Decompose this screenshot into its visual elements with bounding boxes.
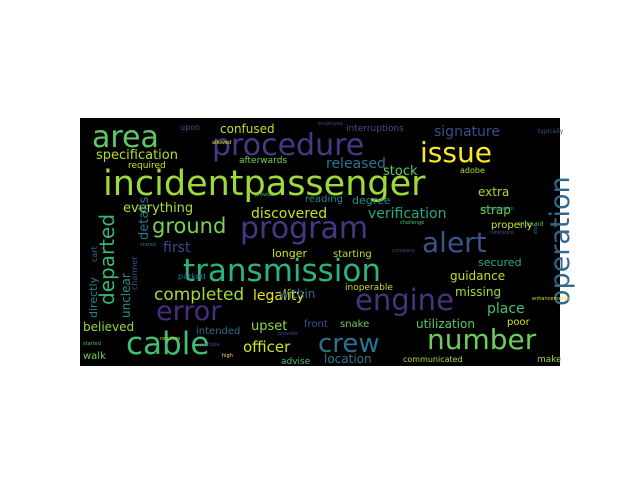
cloud-word: inoperable xyxy=(345,283,393,293)
cloud-word: error xyxy=(156,296,222,327)
cloud-word: signature xyxy=(434,124,500,140)
word-cloud-background xyxy=(80,118,560,366)
cloud-word: incidentpassenger xyxy=(103,164,426,204)
cloud-word: poor xyxy=(507,317,531,328)
cloud-word: completed xyxy=(154,285,244,305)
cloud-word: released xyxy=(326,156,386,172)
cloud-word: crew xyxy=(318,329,380,359)
cloud-word: typically xyxy=(538,128,564,135)
cloud-word: provide xyxy=(255,192,274,198)
cloud-word: walk xyxy=(83,351,106,362)
cloud-word: cable xyxy=(126,326,209,362)
cloud-word: unclear xyxy=(119,273,133,318)
cloud-word: stop xyxy=(533,223,539,234)
cloud-word: requires xyxy=(160,336,181,342)
cloud-word: details xyxy=(137,196,152,240)
cloud-word: degree xyxy=(352,194,391,207)
cloud-word: enhancements xyxy=(532,296,570,302)
cloud-word: provoke xyxy=(278,331,298,337)
cloud-word: discovered xyxy=(251,206,327,222)
cloud-word: reference xyxy=(490,230,514,236)
cloud-word: officer xyxy=(243,338,291,356)
cloud-word: started xyxy=(83,341,101,347)
cloud-word: cart xyxy=(90,246,99,262)
cloud-word: first xyxy=(163,240,191,256)
cloud-word: required xyxy=(128,161,166,171)
cloud-word: extra xyxy=(478,185,509,199)
cloud-word: area xyxy=(92,120,159,155)
cloud-word: interruptions xyxy=(346,124,404,134)
cloud-word: believed xyxy=(83,320,134,334)
cloud-word: reading xyxy=(305,194,343,205)
cloud-word: stated xyxy=(140,242,156,248)
cloud-word: multiple xyxy=(199,342,219,348)
cloud-word: snake xyxy=(340,319,369,330)
cloud-word: operation xyxy=(545,176,576,306)
cloud-word: strap xyxy=(480,203,511,217)
cloud-word: high xyxy=(222,353,233,359)
cloud-word: properly xyxy=(491,220,533,231)
cloud-word: charmer xyxy=(130,256,139,290)
cloud-word: presentation xyxy=(482,206,514,212)
cloud-word: issue xyxy=(420,136,492,169)
cloud-word: adobe xyxy=(460,166,485,175)
cloud-word: allowed xyxy=(212,140,231,146)
cloud-word: place xyxy=(487,301,525,317)
cloud-word: number xyxy=(427,323,537,356)
cloud-word: departed xyxy=(95,214,119,305)
cloud-word: front xyxy=(304,319,328,330)
cloud-word: upset xyxy=(251,319,287,334)
word-cloud-words: incidentpassenger transmission procedure pr… xyxy=(83,120,576,367)
cloud-word: within xyxy=(279,287,315,301)
cloud-word: starting xyxy=(333,249,372,260)
cloud-word: transmission xyxy=(183,253,381,289)
cloud-word: ground xyxy=(152,214,226,238)
cloud-word: engine xyxy=(355,283,454,317)
cloud-word: advise xyxy=(281,357,311,367)
cloud-word: confused xyxy=(220,122,275,136)
cloud-word: inbound xyxy=(519,221,544,228)
cloud-word: parked xyxy=(178,272,206,281)
cloud-word: everything xyxy=(123,201,193,216)
cloud-word: verification xyxy=(368,206,446,222)
cloud-word: directly xyxy=(87,276,100,318)
cloud-word: longer xyxy=(272,247,308,260)
cloud-word: utilization xyxy=(416,317,475,331)
cloud-word: stock xyxy=(383,164,418,179)
cloud-word: alert xyxy=(422,226,487,259)
cloud-word: communicated xyxy=(403,355,463,364)
cloud-word: missing xyxy=(455,285,501,299)
cloud-word: employee xyxy=(318,121,343,127)
cloud-word: program xyxy=(240,211,368,246)
cloud-word: make xyxy=(537,355,562,365)
cloud-word: guidance xyxy=(450,269,505,283)
cloud-word: intended xyxy=(196,326,240,337)
cloud-word: location xyxy=(324,352,372,366)
cloud-word: specification xyxy=(96,148,178,163)
cloud-word: challenge xyxy=(400,220,424,226)
cloud-word: procedure xyxy=(212,128,364,163)
cloud-word: legality xyxy=(253,288,305,304)
cloud-word: company xyxy=(392,248,415,254)
cloud-word: afterwards xyxy=(239,156,287,166)
cloud-word: secured xyxy=(478,256,522,269)
cloud-word: upon xyxy=(180,123,200,132)
